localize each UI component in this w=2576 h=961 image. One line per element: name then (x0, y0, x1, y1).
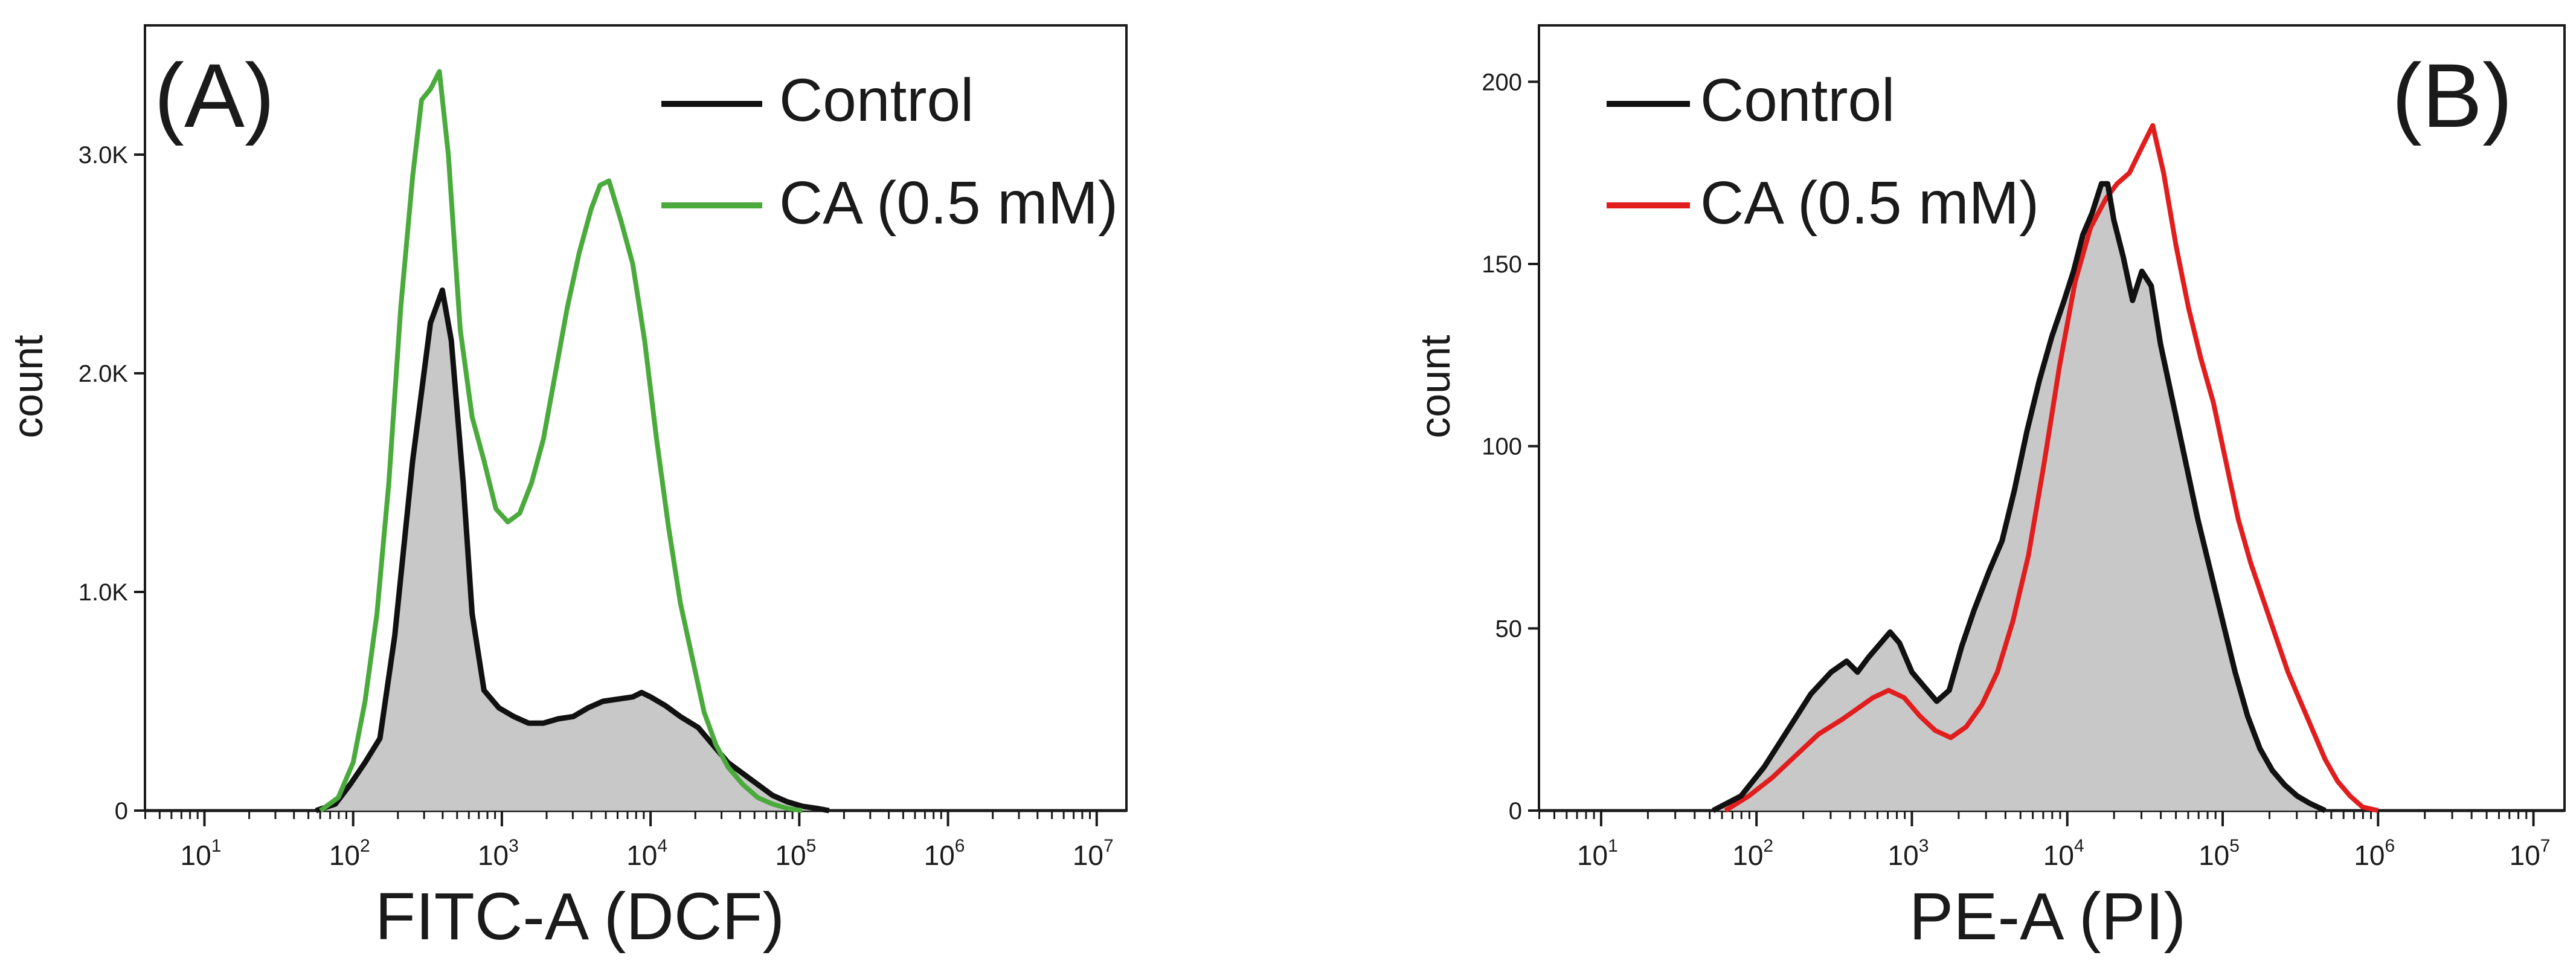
y-tick-label: 2.0K (79, 361, 129, 387)
y-tick-label: 150 (1482, 251, 1522, 278)
x-tick-label: 107 (1073, 836, 1114, 871)
x-tick-label: 101 (1577, 836, 1618, 871)
x-tick-label: 105 (2199, 836, 2240, 871)
y-axis-label: count (1412, 335, 1459, 438)
legend: Control CA (0.5 mM) (1607, 66, 2039, 237)
panel-a-chart: 0 1.0K 2.0K 3.0K 101 102 103 104 105 106 107 (A) C… (4, 24, 1128, 954)
x-axis-label: PE-A (PI) (1909, 879, 2186, 954)
y-tick-label: 1.0K (79, 579, 129, 606)
axes: 0 1.0K 2.0K 3.0K 101 102 103 104 105 106 107 (79, 142, 1126, 871)
x-tick-label: 101 (181, 836, 222, 871)
legend: Control CA (0.5 mM) (661, 66, 1118, 237)
legend-entry: CA (0.5 mM) (779, 169, 1118, 237)
panel-label: (B) (2392, 45, 2513, 146)
legend-entry: CA (0.5 mM) (1700, 169, 2039, 237)
x-tick-label: 104 (626, 836, 667, 871)
x-tick-label: 104 (2043, 836, 2084, 871)
control-histogram-fill (1713, 184, 2325, 811)
x-tick-label: 103 (1888, 836, 1929, 871)
control-histogram-line (315, 287, 830, 814)
control-histogram-fill (316, 290, 829, 811)
x-axis-label: FITC-A (DCF) (375, 879, 785, 954)
x-tick-label: 103 (478, 836, 519, 871)
treated-histogram-line (319, 69, 803, 813)
y-tick-label: 0 (1509, 798, 1522, 824)
y-tick-label: 3.0K (79, 142, 129, 169)
control-histogram-line (1712, 181, 2327, 814)
axes: 0 50 100 150 200 101 102 103 104 105 106 107 (1482, 69, 2565, 871)
treated-histogram-line (1724, 123, 2379, 813)
y-tick-label: 100 (1482, 434, 1522, 460)
y-tick-label: 200 (1482, 69, 1522, 95)
x-tick-label: 106 (924, 836, 965, 871)
legend-entry: Control (779, 66, 974, 134)
x-tick-label: 102 (1732, 836, 1773, 871)
panel-label: (A) (154, 45, 275, 146)
legend-entry: Control (1700, 66, 1895, 134)
x-tick-label: 107 (2510, 836, 2551, 871)
panel-b-chart: 0 50 100 150 200 101 102 103 104 105 106 107 (B) Co… (1412, 24, 2566, 954)
x-tick-label: 106 (2354, 836, 2395, 871)
x-tick-label: 102 (329, 836, 370, 871)
y-axis-label: count (4, 335, 51, 438)
x-tick-label: 105 (775, 836, 816, 871)
y-tick-label: 0 (115, 798, 128, 824)
y-tick-label: 50 (1495, 615, 1523, 642)
